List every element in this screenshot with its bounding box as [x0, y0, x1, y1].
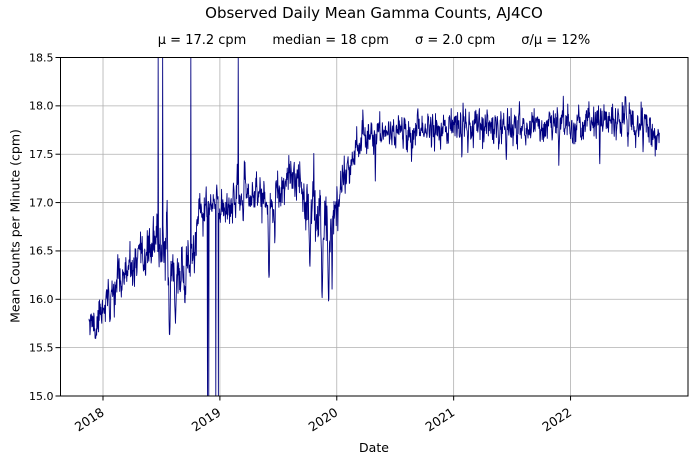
x-tick-label: 2020: [306, 404, 341, 434]
y-tick-label: 15.0: [29, 390, 54, 403]
data-series-gamma-counts: [88, 57, 660, 397]
chart-stats-line: μ = 17.2 cpm median = 18 cpm σ = 2.0 cpm σ/…: [60, 33, 688, 48]
chart-title: Observed Daily Mean Gamma Counts, AJ4CO: [205, 4, 543, 22]
x-tick-label: 2019: [189, 404, 224, 434]
x-tick-label: 2018: [72, 404, 107, 434]
stat-median: median = 18 cpm: [272, 33, 389, 48]
y-tick-label: 15.5: [29, 341, 54, 354]
x-tick-label: 2022: [539, 404, 574, 434]
x-tick-label: 2021: [422, 404, 457, 434]
y-tick-label: 16.0: [29, 293, 54, 306]
y-tick-label: 17.5: [29, 148, 54, 161]
axes-frame: [60, 57, 689, 397]
stat-mean: μ = 17.2 cpm: [157, 33, 247, 48]
stat-sigma: σ = 2.0 cpm: [414, 33, 496, 48]
y-tick-label: 18.5: [29, 51, 54, 64]
y-tick-label: 16.5: [29, 245, 54, 258]
stat-sigma-over-mu: σ/μ = 12%: [521, 33, 591, 48]
y-tick-label: 18.0: [29, 100, 54, 113]
x-axis-label: Date: [359, 440, 389, 455]
y-tick-label: 17.0: [29, 196, 54, 209]
